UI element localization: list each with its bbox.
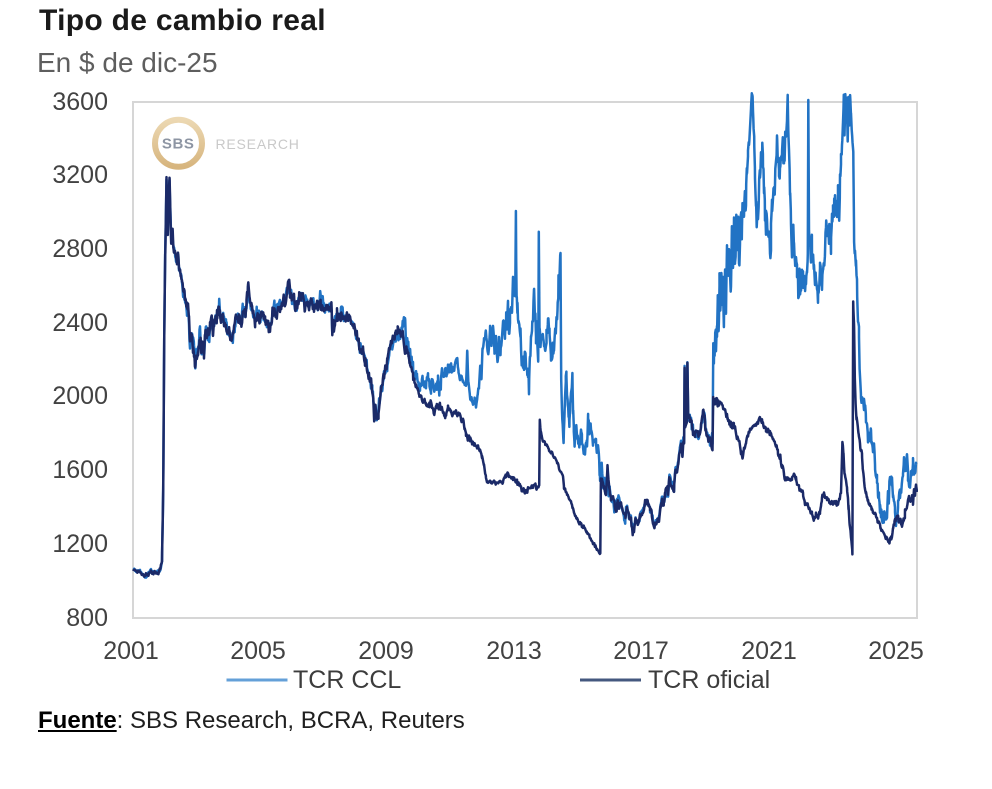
svg-text:SBS: SBS — [162, 136, 195, 153]
svg-text:RESEARCH: RESEARCH — [216, 136, 300, 152]
